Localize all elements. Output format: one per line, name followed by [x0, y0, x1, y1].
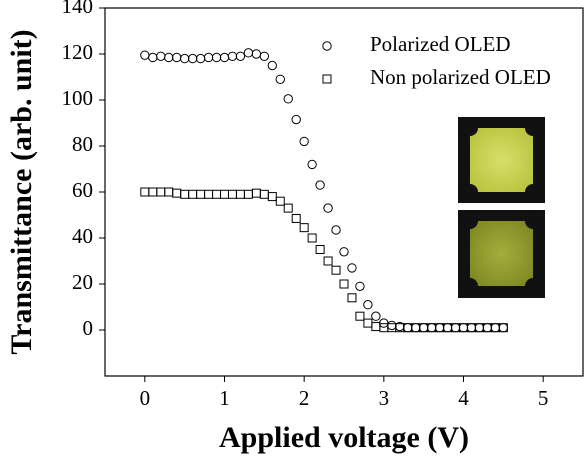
data-point: [173, 53, 181, 61]
data-point: [300, 137, 308, 145]
data-point: [228, 52, 236, 60]
data-point: [141, 188, 149, 196]
chart: Applied voltage (V) Transmittance (arb. …: [0, 0, 587, 459]
data-point: [205, 190, 213, 198]
data-point: [141, 51, 149, 59]
data-point: [388, 321, 396, 329]
data-point: [435, 324, 443, 332]
data-point: [491, 324, 499, 332]
data-point: [221, 190, 229, 198]
data-point: [228, 190, 236, 198]
data-point: [292, 115, 300, 123]
data-point: [196, 54, 204, 62]
y-tick-label: 0: [83, 316, 94, 340]
data-point: [340, 248, 348, 256]
legend-label: Polarized OLED: [370, 32, 511, 56]
data-point: [356, 282, 364, 290]
data-point: [244, 190, 252, 198]
x-axis-label: Applied voltage (V): [219, 421, 469, 454]
data-point: [197, 190, 205, 198]
data-point: [443, 324, 451, 332]
y-tick-label: 40: [72, 224, 93, 248]
data-point: [324, 257, 332, 265]
data-point: [316, 246, 324, 254]
data-point: [388, 324, 396, 332]
data-point: [308, 160, 316, 168]
data-point: [165, 53, 173, 61]
data-point: [252, 189, 260, 197]
legend-label: Non polarized OLED: [370, 65, 551, 89]
data-point: [236, 190, 244, 198]
data-point: [204, 53, 212, 61]
data-point: [213, 190, 221, 198]
data-point: [149, 188, 157, 196]
data-point: [499, 324, 507, 332]
data-point: [348, 294, 356, 302]
y-tick-label: 20: [72, 270, 93, 294]
data-point: [276, 75, 284, 83]
data-point: [252, 50, 260, 58]
data-point: [324, 204, 332, 212]
data-point: [316, 181, 324, 189]
data-point: [419, 324, 427, 332]
data-point: [308, 234, 316, 242]
data-point: [332, 226, 340, 234]
y-tick-label: 60: [72, 178, 93, 202]
data-point: [356, 312, 364, 320]
data-point: [364, 301, 372, 309]
data-point: [340, 280, 348, 288]
data-point: [244, 49, 252, 57]
data-point: [332, 266, 340, 274]
y-tick-label: 140: [62, 0, 94, 18]
data-point: [372, 323, 380, 331]
legend-marker: [323, 75, 331, 83]
data-point: [284, 204, 292, 212]
y-tick-label: 80: [72, 132, 93, 156]
data-point: [300, 224, 308, 232]
data-point: [157, 188, 165, 196]
x-tick-label: 5: [538, 386, 549, 410]
x-tick-label: 0: [140, 386, 151, 410]
data-point: [181, 190, 189, 198]
data-point: [268, 193, 276, 201]
data-point: [180, 54, 188, 62]
data-point: [220, 53, 228, 61]
data-point: [427, 324, 435, 332]
data-point: [348, 264, 356, 272]
data-point: [404, 324, 412, 332]
data-point: [173, 189, 181, 197]
data-point: [292, 214, 300, 222]
data-point: [451, 324, 459, 332]
data-point: [372, 312, 380, 320]
x-tick-label: 4: [458, 386, 469, 410]
y-tick-label: 120: [62, 40, 94, 64]
x-tick-label: 2: [299, 386, 310, 410]
data-point: [149, 53, 157, 61]
data-point: [412, 324, 420, 332]
data-point: [260, 190, 268, 198]
data-point: [165, 188, 173, 196]
data-point: [276, 197, 284, 205]
data-point: [188, 54, 196, 62]
data-point: [236, 52, 244, 60]
data-point: [157, 52, 165, 60]
data-point: [268, 61, 276, 69]
data-point: [380, 319, 388, 327]
data-point: [475, 324, 483, 332]
x-tick-label: 1: [219, 386, 230, 410]
data-point: [364, 319, 372, 327]
y-axis-label: Transmittance (arb. unit): [5, 29, 38, 354]
data-point: [483, 324, 491, 332]
data-point: [260, 52, 268, 60]
data-point: [189, 190, 197, 198]
y-tick-label: 100: [62, 86, 94, 110]
legend-marker: [323, 42, 331, 50]
data-point: [284, 95, 292, 103]
data-point: [212, 53, 220, 61]
x-tick-label: 3: [379, 386, 390, 410]
data-point: [467, 324, 475, 332]
data-point: [459, 324, 467, 332]
inset-photos: [458, 117, 545, 298]
